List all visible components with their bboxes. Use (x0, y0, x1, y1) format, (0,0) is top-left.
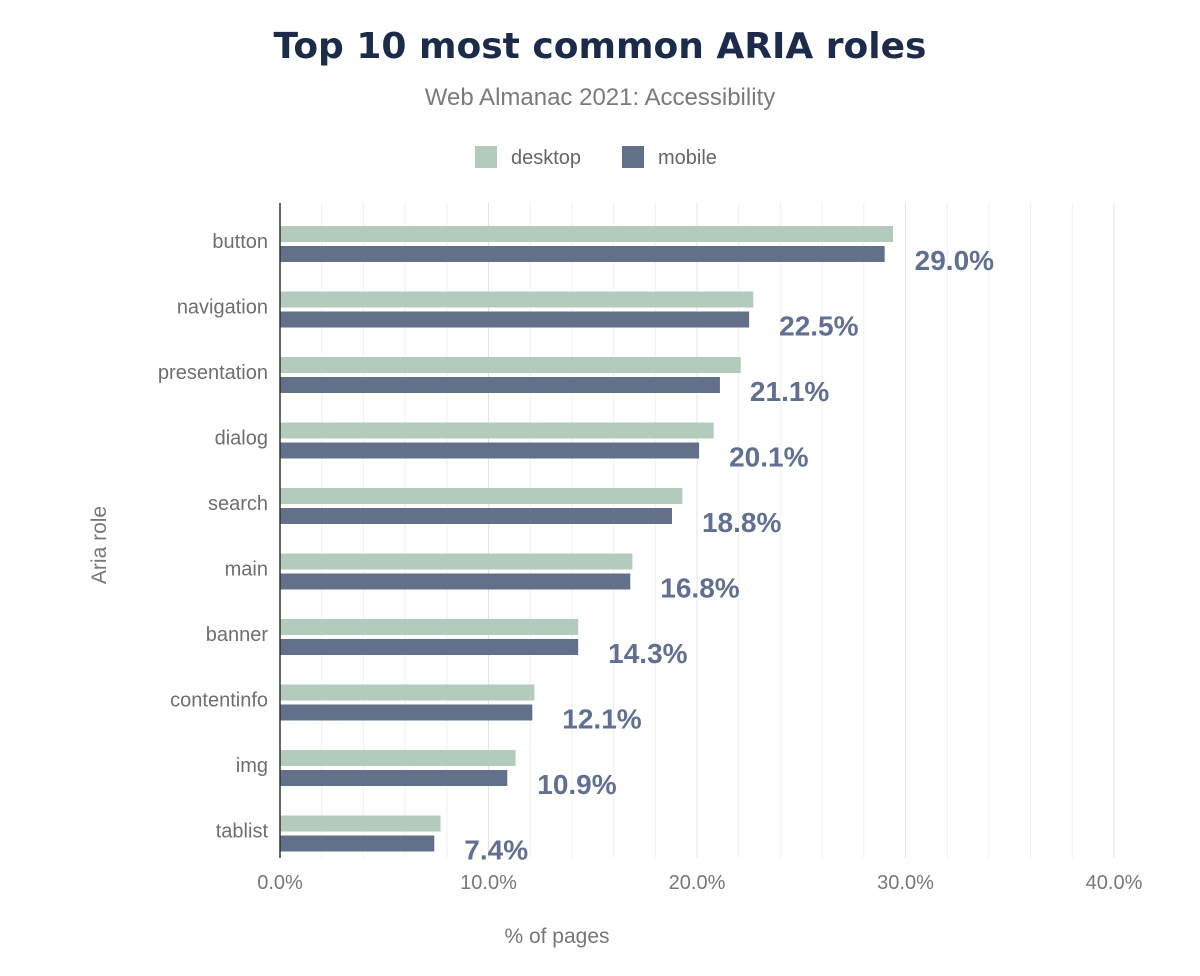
x-tick-label: 40.0% (1086, 872, 1143, 894)
category-labels: button navigation presentation dialog search… (158, 231, 269, 843)
bar-desktop-dialog (280, 422, 714, 439)
x-axis-title: % of pages (504, 925, 609, 948)
bar-mobile-main (280, 573, 631, 590)
data-label-banner: 14.3% (608, 638, 687, 669)
bar-desktop-presentation (280, 357, 741, 373)
legend-label-desktop: desktop (511, 147, 581, 169)
bar-desktop-button (280, 226, 893, 242)
x-tick-label: 30.0% (877, 872, 934, 894)
bar-mobile-banner (280, 639, 579, 655)
bar-mobile-contentinfo (280, 704, 533, 721)
category-label-img: img (236, 755, 268, 777)
legend-swatch-desktop (475, 146, 497, 168)
bar-mobile-button (280, 246, 885, 262)
category-label-presentation: presentation (158, 362, 268, 384)
legend-label-mobile: mobile (658, 147, 717, 169)
category-label-contentinfo: contentinfo (170, 690, 268, 712)
bar-mobile-search (280, 508, 672, 524)
y-axis-title: Aria role (88, 506, 111, 584)
data-label-dialog: 20.1% (729, 442, 808, 473)
data-label-tablist: 7.4% (464, 835, 528, 866)
bars (280, 226, 893, 852)
bar-desktop-navigation (280, 291, 754, 308)
x-tick-labels: 0.0% 10.0% 20.0% 30.0% 40.0% (257, 872, 1142, 894)
data-label-main: 16.8% (660, 573, 739, 604)
category-label-banner: banner (206, 624, 269, 646)
data-labels: 29.0% 22.5% 21.1% 20.1% 18.8% 16.8% 14.3% 12.1%… (464, 245, 994, 866)
legend: desktop mobile (475, 146, 717, 169)
x-tick-label: 20.0% (669, 872, 726, 894)
bar-desktop-banner (280, 619, 579, 635)
chart-title: Top 10 most common ARIA roles (273, 26, 927, 67)
bar-desktop-img (280, 750, 516, 766)
category-label-dialog: dialog (215, 428, 268, 450)
legend-swatch-mobile (622, 146, 644, 168)
chart-subtitle: Web Almanac 2021: Accessibility (424, 84, 776, 111)
bar-mobile-dialog (280, 442, 700, 459)
bar-mobile-navigation (280, 311, 750, 328)
bar-desktop-main (280, 553, 633, 570)
bar-desktop-tablist (280, 815, 441, 832)
bar-mobile-presentation (280, 377, 720, 393)
data-label-navigation: 22.5% (779, 311, 858, 342)
category-label-tablist: tablist (216, 821, 269, 843)
bar-desktop-contentinfo (280, 684, 535, 701)
x-tick-label: 10.0% (460, 872, 517, 894)
category-label-search: search (208, 493, 268, 515)
x-tick-label: 0.0% (257, 872, 303, 894)
bar-mobile-tablist (280, 835, 435, 852)
bar-mobile-img (280, 770, 508, 786)
data-label-button: 29.0% (915, 245, 994, 276)
category-label-navigation: navigation (177, 297, 268, 319)
data-label-contentinfo: 12.1% (562, 704, 641, 735)
category-label-button: button (212, 231, 268, 253)
data-label-search: 18.8% (702, 507, 781, 538)
data-label-presentation: 21.1% (750, 376, 829, 407)
bar-desktop-search (280, 488, 683, 504)
category-label-main: main (225, 559, 268, 581)
data-label-img: 10.9% (537, 769, 616, 800)
